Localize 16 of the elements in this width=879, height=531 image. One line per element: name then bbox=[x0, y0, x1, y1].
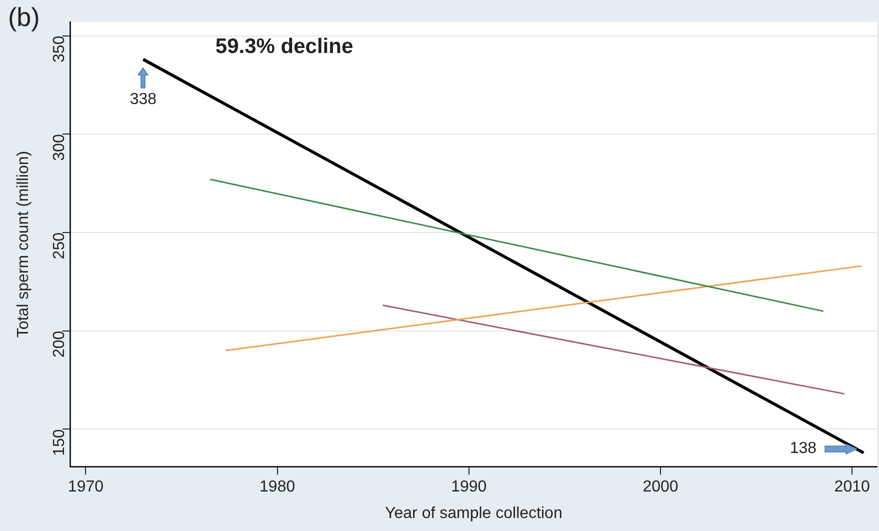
y-tick-label: 350 bbox=[50, 36, 68, 62]
chart-title: (b) bbox=[8, 2, 40, 33]
x-tick-label: 1990 bbox=[451, 478, 487, 496]
y-tick-label: 200 bbox=[50, 330, 68, 358]
x-tick-label: 2000 bbox=[642, 478, 678, 496]
y-tick-label: 250 bbox=[50, 232, 68, 260]
y-tick-label: 300 bbox=[50, 134, 68, 161]
y-axis-title: Total sperm count (million) bbox=[15, 150, 32, 338]
x-tick-label: 2010 bbox=[834, 478, 870, 496]
annotation: 338 bbox=[130, 90, 157, 108]
annotation: 138 bbox=[790, 440, 817, 458]
x-tick-label: 1970 bbox=[68, 478, 104, 496]
x-axis-title: Year of sample collection bbox=[385, 504, 562, 522]
x-tick-label: 1980 bbox=[260, 478, 296, 496]
y-tick-label: 150 bbox=[50, 429, 68, 456]
annotation: 59.3% decline bbox=[215, 34, 354, 58]
